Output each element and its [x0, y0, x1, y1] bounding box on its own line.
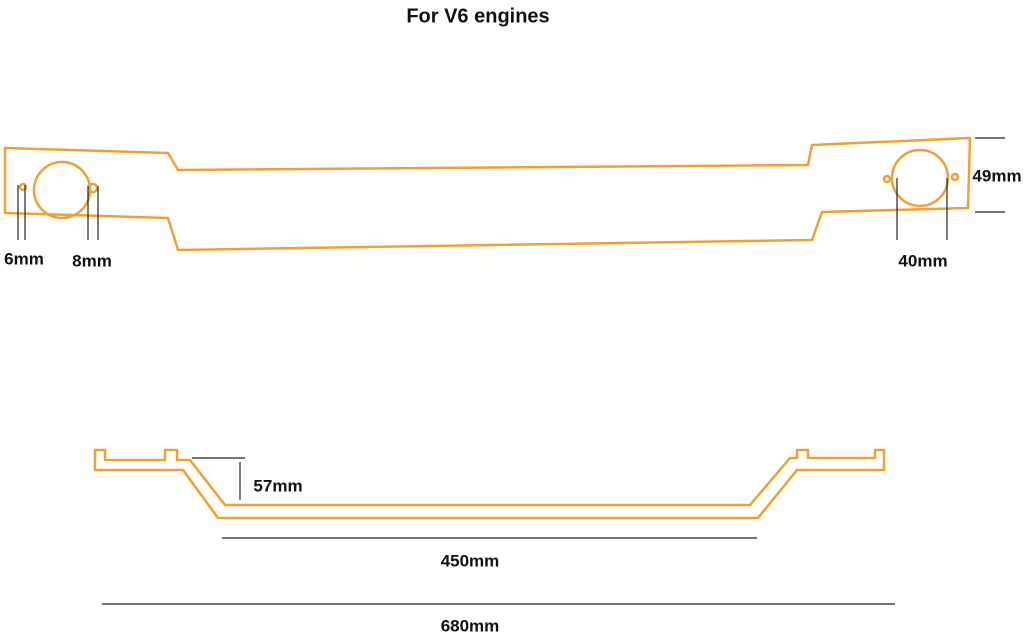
bar-outline	[93, 448, 886, 520]
side-view	[93, 448, 895, 605]
dimension-lines	[17, 137, 1005, 240]
dimension-label: 450mm	[441, 551, 500, 570]
dimension-label: 6mm	[4, 249, 44, 268]
hole	[18, 182, 28, 192]
dimension-lines	[102, 457, 895, 605]
dimension-label: 680mm	[441, 616, 500, 635]
hole	[890, 148, 950, 208]
top-view	[3, 136, 1005, 252]
hole	[882, 174, 892, 184]
title: For V6 engines	[406, 5, 549, 27]
dimension-label: 49mm	[972, 166, 1021, 185]
hole	[950, 172, 960, 182]
hole	[87, 182, 99, 194]
hole	[32, 160, 92, 220]
dimension-label: 57mm	[253, 476, 302, 495]
plate-outline	[3, 136, 972, 252]
dimension-label: 8mm	[72, 251, 112, 270]
dimension-label: 40mm	[898, 251, 947, 270]
